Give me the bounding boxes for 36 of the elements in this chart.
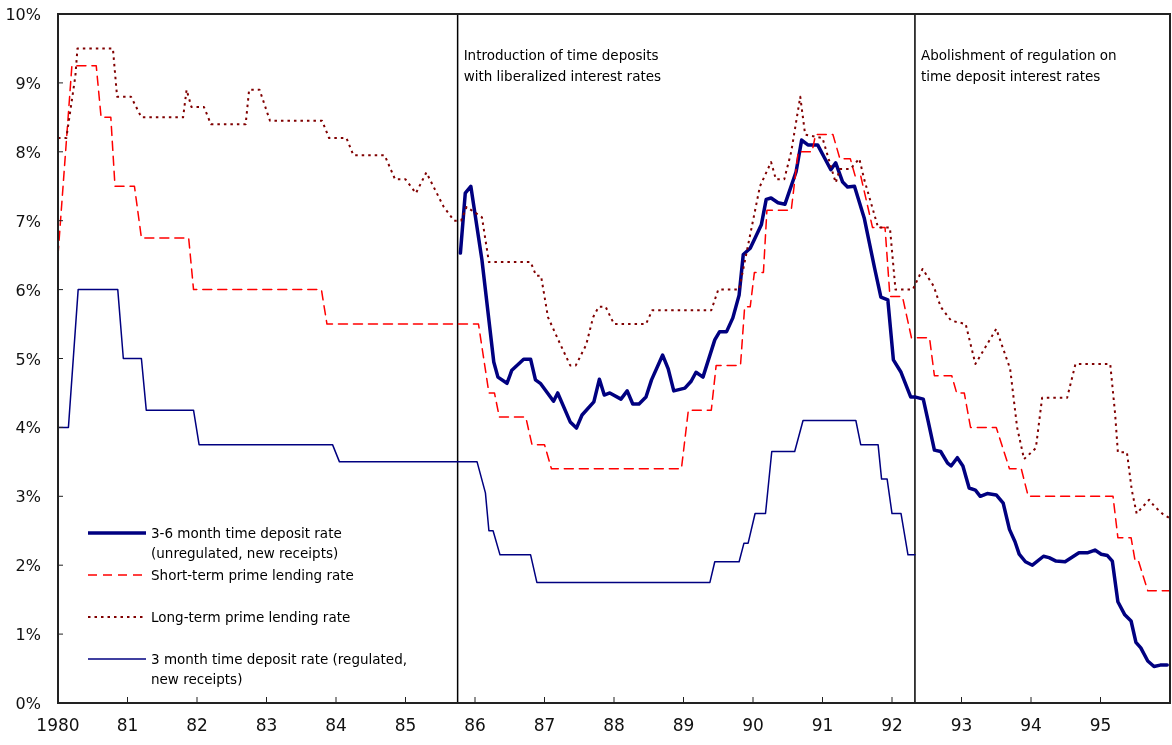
- x-tick-label: 90: [742, 715, 764, 735]
- x-tick-label: 81: [116, 715, 139, 735]
- x-tick-label: 92: [881, 715, 903, 735]
- y-tick-label: 10%: [5, 5, 41, 24]
- x-tick-label: 88: [603, 715, 625, 735]
- x-tick-label: 93: [950, 715, 973, 735]
- x-tick-label: 87: [533, 715, 556, 735]
- legend-label: 3 month time deposit rate (regulated, new receipts): [151, 651, 407, 687]
- y-tick-label: 7%: [15, 211, 41, 231]
- x-tick-label: 85: [394, 715, 417, 735]
- x-tick-label: 83: [255, 715, 278, 735]
- line-series: [458, 138, 1169, 669]
- y-tick-label: 5%: [15, 349, 41, 369]
- ref-line-label: Introduction of time deposits with liberalized interest rates: [463, 47, 662, 84]
- x-tick-label: 94: [1020, 715, 1042, 735]
- line-series: [57, 47, 1171, 520]
- line-series: [57, 64, 1171, 592]
- y-tick-label: 8%: [15, 142, 41, 162]
- y-tick-label: 0%: [15, 694, 41, 713]
- y-tick-label: 3%: [15, 487, 41, 507]
- legend-label: Long-term prime lending rate: [151, 609, 351, 625]
- x-tick-label: 95: [1089, 715, 1112, 735]
- y-tick-label: 1%: [15, 625, 41, 645]
- x-tick-label: 89: [672, 715, 695, 735]
- x-tick-label: 86: [464, 715, 486, 735]
- y-tick-label: 9%: [15, 73, 41, 93]
- y-tick-label: 6%: [15, 280, 41, 300]
- legend-label: 3-6 month time deposit rate (unregulated, new receipts): [151, 525, 342, 561]
- legend-label: Short-term prime lending rate: [151, 567, 354, 583]
- x-tick-label: 84: [325, 715, 347, 735]
- x-tick-label: 1980: [36, 715, 80, 735]
- y-tick-label: 2%: [15, 556, 41, 576]
- ref-line-label: Abolishment of regulation on time deposit interest rates: [920, 47, 1117, 84]
- y-tick-label: 4%: [15, 418, 41, 438]
- x-tick-label: 91: [811, 715, 834, 735]
- x-tick-label: 82: [186, 715, 208, 735]
